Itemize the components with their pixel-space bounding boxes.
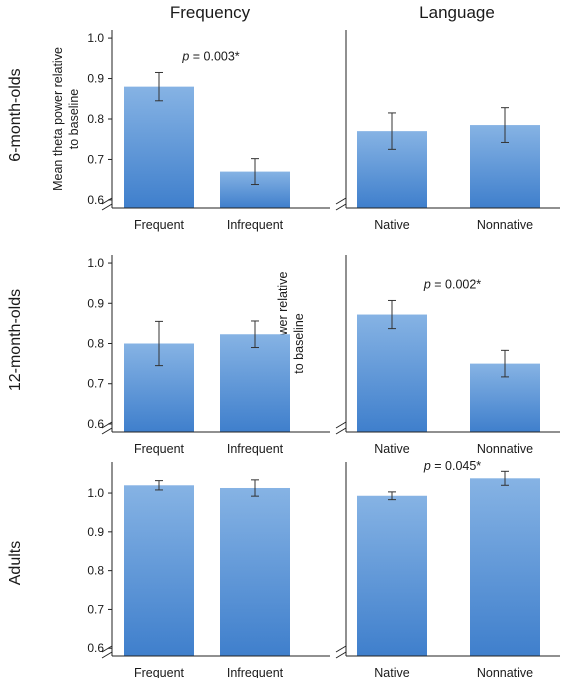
axis-break-mark bbox=[335, 197, 347, 205]
y-tick-label: 0.7 bbox=[87, 152, 104, 166]
y-tick-label: 0.6 bbox=[87, 641, 104, 655]
y-axis-label-line2: to baseline bbox=[67, 89, 81, 150]
chart-panels: Mean theta power relative to baselineFreq… bbox=[51, 30, 560, 678]
axis-break-mark bbox=[335, 421, 347, 429]
y-tick-label: 1.0 bbox=[87, 486, 104, 500]
axis-break-mark bbox=[335, 651, 347, 659]
category-label-infrequent: Infrequent bbox=[227, 666, 284, 678]
row-label-adults: Adults bbox=[7, 541, 24, 585]
axis-break-mark bbox=[101, 203, 113, 211]
axis-break-mark bbox=[101, 197, 113, 205]
y-tick-label: 0.8 bbox=[87, 564, 104, 578]
category-label-infrequent: Infrequent bbox=[227, 442, 284, 456]
significance-annotation: p = 0.003* bbox=[181, 49, 239, 63]
row-label-12-month-olds: 12-month-olds bbox=[7, 289, 24, 391]
y-tick-label: 1.0 bbox=[87, 256, 104, 270]
category-label-frequent: Frequent bbox=[134, 666, 185, 678]
y-tick-label: 0.9 bbox=[87, 525, 104, 539]
y-tick-label: 0.8 bbox=[87, 112, 104, 126]
y-tick-label: 0.6 bbox=[87, 417, 104, 431]
y-tick-label: 0.7 bbox=[87, 377, 104, 391]
p-symbol: p bbox=[423, 277, 431, 291]
category-label-native: Native bbox=[374, 442, 409, 456]
category-label-nonnative: Nonnative bbox=[477, 442, 533, 456]
y-tick-label: 0.9 bbox=[87, 72, 104, 86]
bar-frequent bbox=[124, 485, 194, 656]
bar-infrequent bbox=[220, 487, 290, 656]
chart-panel-1-2: Native Nonnative bbox=[335, 30, 560, 232]
column-title-language: Language bbox=[419, 3, 495, 22]
y-axis-label-line2: to baseline bbox=[292, 313, 306, 374]
axis-break-mark bbox=[335, 203, 347, 211]
y-tick-label: 1.0 bbox=[87, 31, 104, 45]
p-value: = 0.045* bbox=[431, 459, 482, 473]
category-label-frequent: Frequent bbox=[134, 218, 185, 232]
category-label-native: Native bbox=[374, 218, 409, 232]
category-label-native: Native bbox=[374, 666, 409, 678]
category-label-nonnative: Nonnative bbox=[477, 218, 533, 232]
column-title-frequency: Frequency bbox=[170, 3, 251, 22]
y-tick-label: 0.6 bbox=[87, 193, 104, 207]
axis-break-mark bbox=[335, 427, 347, 435]
chart-panel-3-2: Native Nonnative p = 0.045* bbox=[335, 459, 560, 678]
significance-annotation: p = 0.045* bbox=[423, 459, 481, 473]
bar-nonnative bbox=[470, 478, 540, 656]
y-axis-label: Mean theta power relative bbox=[51, 47, 65, 191]
chart-panel-1-1: Mean theta power relative to baseline Freq… bbox=[51, 30, 330, 232]
y-tick-label: 0.7 bbox=[87, 602, 104, 616]
axis-break-mark bbox=[101, 651, 113, 659]
axis-break-mark bbox=[335, 645, 347, 653]
p-value: = 0.003* bbox=[189, 49, 240, 63]
bar-frequent bbox=[124, 86, 194, 208]
p-value: = 0.002* bbox=[431, 277, 482, 291]
bar-infrequent bbox=[220, 334, 290, 432]
bar-native bbox=[357, 314, 427, 432]
category-label-frequent: Frequent bbox=[134, 442, 185, 456]
chart-panel-2-2: Native Nonnative p = 0.002* bbox=[335, 255, 560, 456]
category-label-infrequent: Infrequent bbox=[227, 218, 284, 232]
p-symbol: p bbox=[181, 49, 189, 63]
axis-break-mark bbox=[101, 645, 113, 653]
bar-native bbox=[357, 495, 427, 656]
significance-annotation: p = 0.002* bbox=[423, 277, 481, 291]
axis-break-mark bbox=[101, 421, 113, 429]
axis-break-mark bbox=[101, 427, 113, 435]
y-tick-label: 0.9 bbox=[87, 296, 104, 310]
p-symbol: p bbox=[423, 459, 431, 473]
row-label-6-month-olds: 6-month-olds bbox=[7, 68, 24, 161]
y-tick-label: 0.8 bbox=[87, 337, 104, 351]
category-label-nonnative: Nonnative bbox=[477, 666, 533, 678]
